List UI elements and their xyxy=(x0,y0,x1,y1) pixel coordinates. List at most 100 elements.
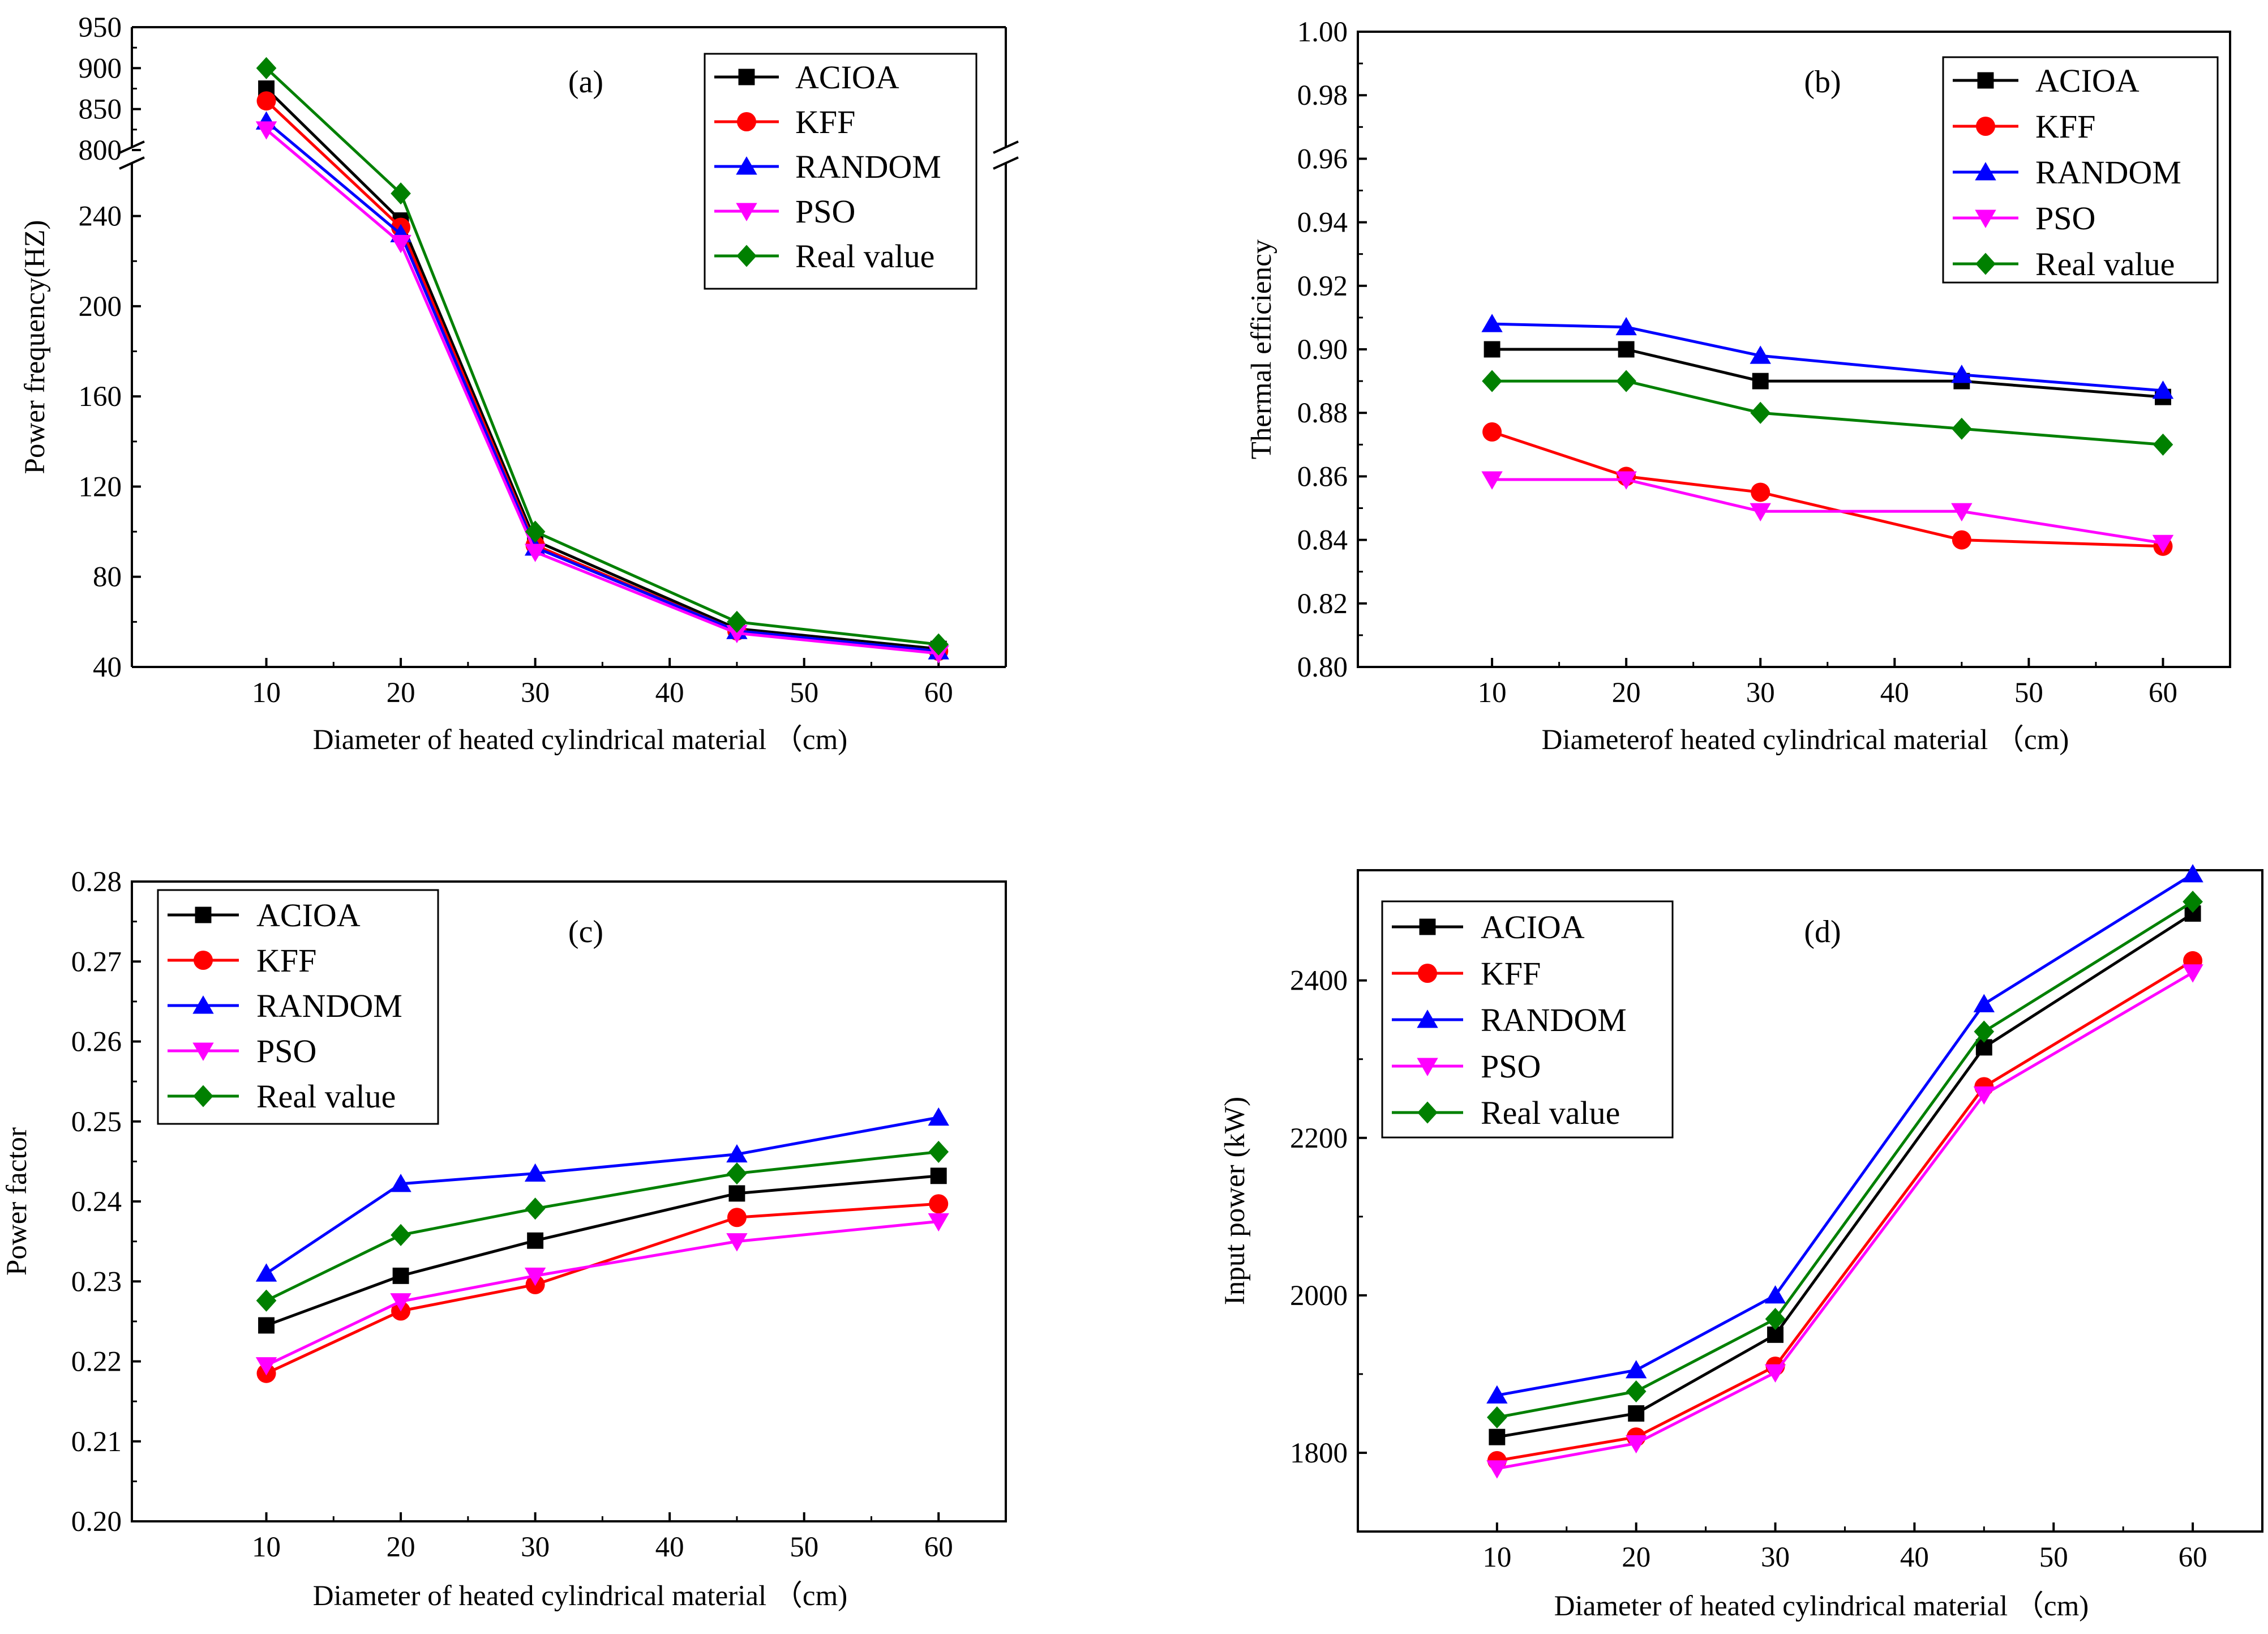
legend-marker xyxy=(195,906,212,923)
data-point xyxy=(928,1140,949,1163)
data-point xyxy=(1482,422,1502,442)
data-point xyxy=(928,1107,949,1126)
legend-label: ACIOA xyxy=(795,59,899,96)
axis-break-mark xyxy=(119,140,145,154)
y-axis-label: Power factor xyxy=(1,1127,33,1276)
data-point xyxy=(928,1213,949,1232)
legend-label: ACIOA xyxy=(1481,909,1585,946)
data-point xyxy=(1482,370,1502,392)
x-axis-label: Diameter of heated cylindrical material … xyxy=(313,724,847,756)
data-point xyxy=(256,91,276,111)
data-point xyxy=(1764,1285,1786,1304)
x-tick-label: 20 xyxy=(1622,1542,1650,1573)
x-tick-label: 20 xyxy=(387,677,415,709)
legend-label: Real value xyxy=(2035,246,2175,283)
data-point xyxy=(1951,365,1973,383)
x-tick-label: 50 xyxy=(2014,677,2043,709)
series-line xyxy=(1491,430,2163,548)
data-point xyxy=(726,624,748,644)
data-point xyxy=(930,1167,947,1184)
x-tick-label: 40 xyxy=(1880,677,1909,709)
y-tick-label: 2200 xyxy=(1290,1123,1348,1154)
x-tick-label: 60 xyxy=(2179,1542,2207,1573)
data-point xyxy=(1765,1308,1786,1331)
legend-marker xyxy=(193,1085,213,1107)
panel-letter: (a) xyxy=(568,65,603,100)
data-point xyxy=(1481,314,1503,332)
y-tick-label: 0.21 xyxy=(71,1426,122,1458)
data-point xyxy=(390,1293,411,1312)
x-tick-label: 20 xyxy=(1612,677,1641,709)
data-point xyxy=(524,544,546,562)
legend: ACIOA KFF RANDOM PSO Real value xyxy=(1381,900,1674,1139)
y-tick-label: 1.00 xyxy=(1297,16,1348,48)
y-tick-label: 1800 xyxy=(1290,1438,1348,1469)
series-line xyxy=(1492,478,2163,545)
x-tick-label: 10 xyxy=(252,677,281,709)
data-point xyxy=(1952,530,1971,550)
y-tick-label: 800 xyxy=(79,135,122,166)
legend-marker xyxy=(736,245,757,267)
legend-label: Real value xyxy=(1481,1094,1620,1131)
data-point xyxy=(1618,341,1635,358)
data-point xyxy=(1973,1086,1995,1105)
x-tick-label: 10 xyxy=(252,1532,281,1563)
legend-label: RANDOM xyxy=(2035,154,2181,191)
data-point xyxy=(390,1174,411,1192)
data-point xyxy=(525,1197,546,1220)
y-tick-label: 0.84 xyxy=(1297,525,1348,557)
legend-label: PSO xyxy=(2035,200,2095,237)
data-point xyxy=(256,1289,277,1312)
data-point xyxy=(1481,471,1503,490)
legend-box xyxy=(1942,56,2219,284)
data-point xyxy=(1750,401,1771,424)
y-tick-label: 0.80 xyxy=(1297,652,1348,683)
series-kff xyxy=(256,1194,949,1383)
y-tick-label: 0.90 xyxy=(1297,334,1348,366)
data-point xyxy=(256,57,277,79)
legend-label: RANDOM xyxy=(1481,1002,1627,1038)
x-tick-label: 10 xyxy=(1482,1542,1511,1573)
data-point xyxy=(1625,1360,1647,1379)
y-axis-label: Input power (kW) xyxy=(1219,1097,1251,1305)
y-tick-label: 900 xyxy=(79,53,122,84)
legend-marker xyxy=(1417,1058,1438,1076)
data-point xyxy=(1751,482,1770,502)
series-real-value xyxy=(256,1140,949,1312)
x-tick-label: 40 xyxy=(1900,1542,1929,1573)
legend-label: RANDOM xyxy=(256,987,402,1024)
y-tick-label: 950 xyxy=(79,12,122,44)
data-point xyxy=(1489,1428,1506,1445)
legend-marker xyxy=(1417,1101,1438,1124)
legend-marker xyxy=(736,156,757,175)
data-point xyxy=(391,1224,411,1246)
data-point xyxy=(1625,1435,1647,1454)
data-point xyxy=(1750,345,1771,364)
y-tick-label: 0.25 xyxy=(71,1106,122,1138)
legend-marker xyxy=(1976,117,1995,136)
data-point xyxy=(2182,864,2203,883)
legend-label: PSO xyxy=(795,193,855,230)
data-point xyxy=(727,1208,747,1227)
x-tick-label: 30 xyxy=(521,677,550,709)
legend-marker xyxy=(192,1042,214,1061)
y-tick-label: 40 xyxy=(93,652,122,683)
data-point xyxy=(255,1357,277,1376)
y-tick-label: 0.82 xyxy=(1297,588,1348,620)
y-tick-label: 2400 xyxy=(1290,965,1348,997)
legend-marker xyxy=(738,69,755,85)
data-point xyxy=(1616,370,1637,392)
panel-letter: (b) xyxy=(1804,65,1841,100)
data-point xyxy=(1974,1020,1995,1043)
legend: ACIOA KFF RANDOM PSO Real value xyxy=(704,53,977,290)
data-point xyxy=(1628,1405,1645,1422)
series-random xyxy=(255,1107,949,1282)
data-point xyxy=(1951,417,1972,440)
legend-label: Real value xyxy=(795,238,934,275)
series-kff xyxy=(1482,422,2173,556)
chart-panel-3: 10 20 30 40 50 60 0.20 0.21 0.22 0.23 0.24 0.25 0.26… xyxy=(1,866,1007,1612)
series-pso xyxy=(1481,471,2174,554)
y-axis-label: Thermal efficiency xyxy=(1246,239,1277,459)
y-tick-label: 240 xyxy=(79,201,122,233)
